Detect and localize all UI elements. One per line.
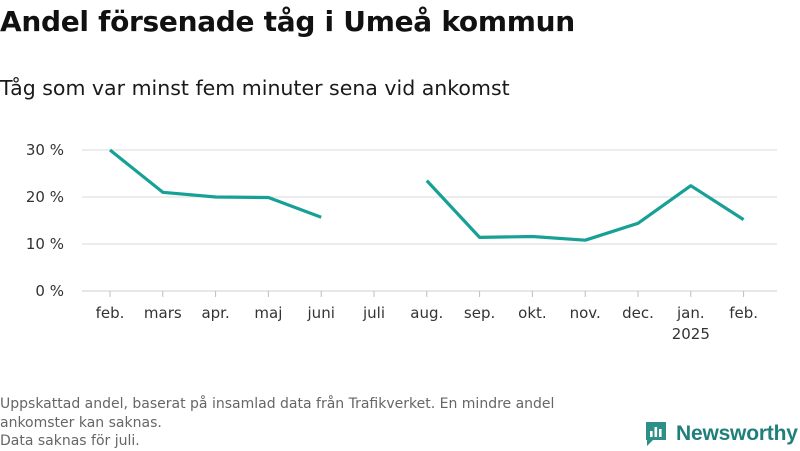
y-tick-label: 10 % (26, 235, 64, 253)
x-tick-label: nov. (570, 304, 601, 322)
chart-subtitle: Tåg som var minst fem minuter sena vid a… (0, 76, 510, 100)
x-tick-label: sep. (464, 304, 495, 322)
chart-title: Andel försenade tåg i Umeå kommun (0, 5, 575, 38)
y-axis-ticks: 0 % 10 % 20 % 30 % (26, 141, 64, 300)
y-tick-label: 30 % (26, 141, 64, 159)
x-tick-label: jan. (676, 304, 705, 322)
series-line-segment-2 (425, 179, 745, 242)
x-tick-label: maj (254, 304, 282, 322)
x-tick-label: mars (144, 304, 182, 322)
x-tick-label: dec. (622, 304, 654, 322)
x-tick-label: okt. (518, 304, 547, 322)
x-tick-label: feb. (96, 304, 125, 322)
x-tick-label: apr. (201, 304, 229, 322)
x-tick-label: juli (362, 304, 385, 322)
series-line (108, 148, 745, 242)
gridlines (82, 149, 777, 292)
series-line-segment-1 (108, 148, 322, 219)
footnote-line-1: Uppskattad andel, baserat på insamlad da… (0, 396, 559, 431)
brand: Newsworthy (644, 420, 798, 448)
x-axis-ticks: feb. mars apr. maj juni juli aug. sep. okt. nov. d… (96, 291, 758, 343)
footnote-line-2: Data saknas för juli. (0, 433, 140, 449)
newsworthy-logo-icon (646, 422, 666, 446)
x-tick-label: juni (307, 304, 335, 322)
y-tick-label: 0 % (35, 282, 64, 300)
footnote: Uppskattad andel, baserat på insamlad da… (0, 395, 630, 451)
x-tick-label: feb. (729, 304, 758, 322)
brand-name: Newsworthy (676, 422, 798, 445)
x-tick-sublabel: 2025 (672, 325, 710, 343)
y-tick-label: 20 % (26, 188, 64, 206)
x-tick-label: aug. (410, 304, 443, 322)
